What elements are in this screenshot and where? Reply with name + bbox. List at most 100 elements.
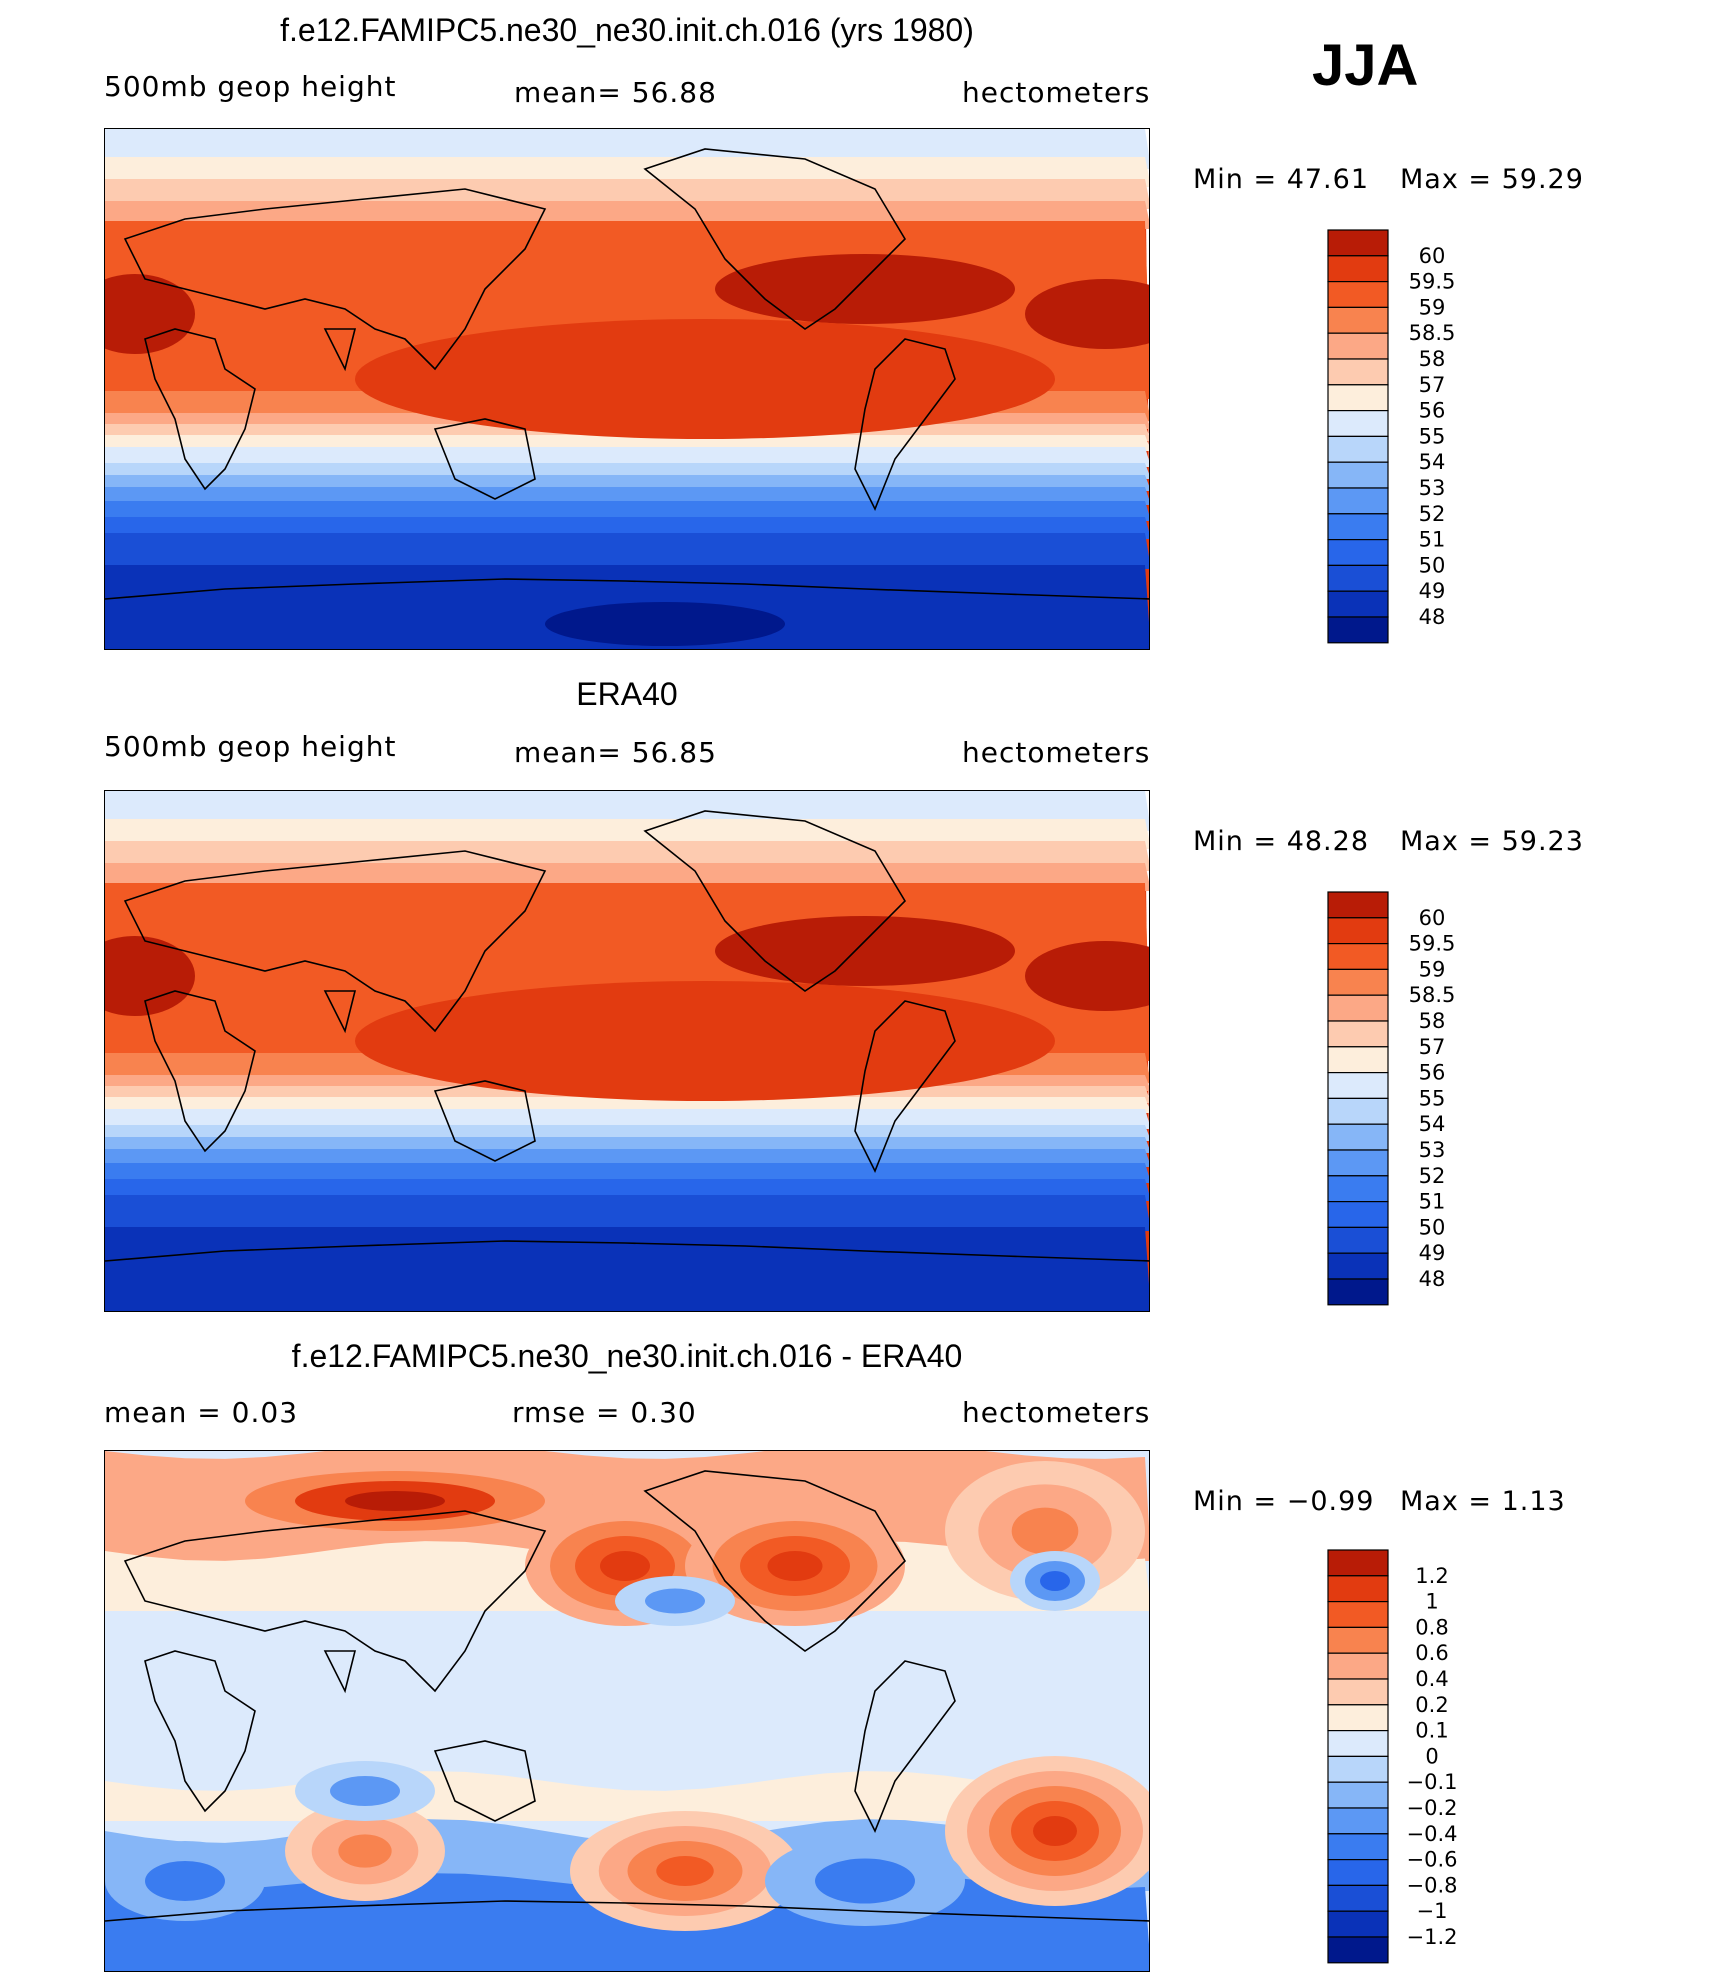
panel2-right-label: hectometers [962,736,1151,769]
colorbar-label: 54 [1419,1112,1446,1136]
colorbar-box [1327,1730,1389,1758]
coastline [323,328,357,372]
contour-blob [105,274,195,354]
colorbar-box [1327,1252,1389,1280]
colorbar-box [1327,1678,1389,1706]
colorbar-box [1327,1123,1389,1151]
colorbar-box [1327,616,1389,644]
contour-blob [715,254,1015,324]
contour-blob [355,981,1055,1101]
colorbar-box [1327,1201,1389,1229]
panel1-right-label: hectometers [962,76,1151,109]
panel2-center-label: mean= 56.85 [514,736,717,769]
colorbar-label: 51 [1419,528,1446,552]
colorbar-label: 0 [1425,1744,1438,1768]
contour-blob [815,1858,915,1904]
contour-blob [600,1551,650,1581]
colorbar-box [1327,435,1389,463]
season-label: JJA [1312,33,1419,98]
colorbar-label: 53 [1419,1138,1446,1162]
contour-band [105,1163,1149,1183]
coastline [105,578,1149,600]
coastline [105,1240,1149,1262]
colorbar-label: 59.5 [1409,932,1456,956]
colorbar-box [1327,1833,1389,1861]
panel2-min-label: Min = 48.28 [1193,826,1369,857]
colorbar-label: 59 [1419,295,1446,319]
colorbar-box [1327,280,1389,308]
panel3-center-label: rmse = 0.30 [512,1396,697,1429]
contour-blob [767,1551,823,1581]
colorbar-label: 57 [1419,373,1446,397]
colorbar-label: 58.5 [1409,321,1456,345]
panel1-min-label: Min = 47.61 [1193,164,1369,195]
panel2-left-label: 500mb geop height [104,730,397,763]
colorbar-box [1327,968,1389,996]
colorbar-box [1327,1600,1389,1628]
coastline [854,338,956,511]
contour-band [105,1227,1149,1311]
panel2-max-label: Max = 59.23 [1400,826,1584,857]
panel3-map [104,1450,1150,1972]
panel1-map [104,128,1150,650]
contour-blob [1025,941,1149,1011]
colorbar-label: 48 [1419,605,1446,629]
colorbar-box [1327,1575,1389,1603]
colorbar-box [1327,1652,1389,1680]
coastline [105,1900,1149,1922]
contour-blob [645,1588,705,1614]
panel3-colorbar: 1.2 1 0.8 0.6 0.4 0.2 0.1 0 −0.1 −0.2 −0.4 −0.6 −0.8… [1327,1549,1458,1964]
colorbar-box [1327,513,1389,541]
colorbar-label: 58.5 [1409,983,1456,1007]
contour-blob [105,936,195,1016]
contour-blob [545,602,785,646]
coastline [643,148,907,330]
colorbar-label: 52 [1419,502,1446,526]
colorbar-box [1327,590,1389,618]
coastline [323,990,357,1034]
colorbar-box [1327,539,1389,567]
panel2-map [104,790,1150,1312]
panel1-left-label: 500mb geop height [104,70,397,103]
panel1-center-label: mean= 56.88 [514,76,717,109]
colorbar-label: 0.1 [1415,1719,1448,1743]
contour-blob [656,1856,714,1886]
colorbar-label: 55 [1419,1086,1446,1110]
coastline [433,1740,536,1822]
panel3-title: f.e12.FAMIPC5.ne30_ne30.init.ch.016 - ER… [291,1338,963,1374]
colorbar-label: 60 [1419,244,1446,268]
colorbar-label: 53 [1419,476,1446,500]
panel3-map-svg [105,1451,1149,1971]
colorbar-box [1327,564,1389,592]
coastline [643,810,907,992]
colorbar-label: 1.2 [1415,1564,1448,1588]
colorbar-label: 57 [1419,1035,1446,1059]
colorbar-label: 58 [1419,1009,1446,1033]
colorbar-label: 58 [1419,347,1446,371]
colorbar-label: 49 [1419,1241,1446,1265]
panel2-title: ERA40 [576,676,678,712]
colorbar-label: −1.2 [1407,1925,1458,1949]
coastline [323,1650,357,1694]
colorbar-box [1327,332,1389,360]
coastline [433,418,536,500]
colorbar-label: 48 [1419,1267,1446,1291]
colorbar-label: 0.8 [1415,1615,1448,1639]
colorbar-label: 1 [1425,1590,1438,1614]
coastline [854,1660,956,1833]
colorbar-box [1327,255,1389,283]
colorbar-box [1327,229,1389,257]
panel3-right-label: hectometers [962,1396,1151,1429]
panel1-max-label: Max = 59.29 [1400,164,1584,195]
contour-blob [1033,1816,1077,1846]
colorbar-box [1327,1704,1389,1732]
contour-blob [1040,1571,1070,1591]
colorbar-box [1327,1859,1389,1887]
colorbar-label: 49 [1419,579,1446,603]
contour-blob [1025,279,1149,349]
colorbar-box [1327,410,1389,438]
coastline [144,990,256,1153]
contour-band [105,1149,1149,1167]
panel1-colorbar: 60 59.5 59 58.5 58 57 56 55 54 53 52 51 50 49 48 [1327,229,1455,644]
colorbar-box [1327,1097,1389,1125]
